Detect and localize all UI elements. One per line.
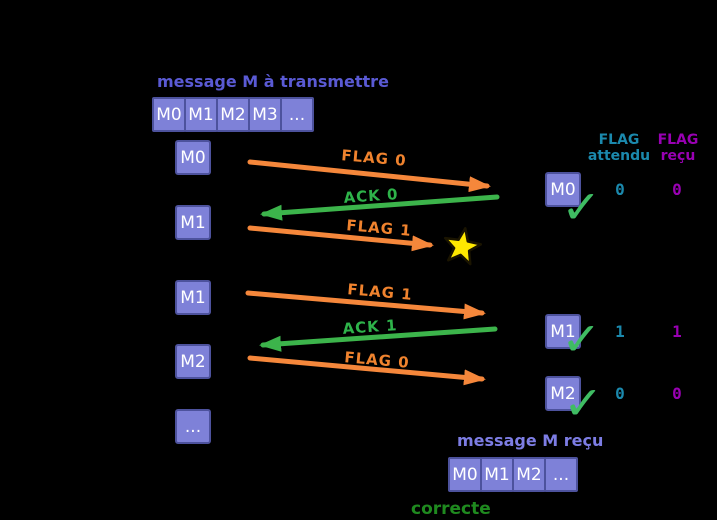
status-text: correcte (411, 499, 491, 519)
flag-recu-header-line1: FLAG (657, 132, 699, 148)
flag-recu-header-line2: reçu (660, 148, 696, 164)
buffer-cell: ... (280, 97, 314, 132)
buffer-cell: M1 (184, 97, 218, 132)
sender-message-box: M2 (175, 344, 211, 379)
receiver-message-box: M1 (545, 314, 581, 349)
flag-recu-header: FLAG reçu (650, 132, 706, 164)
sender-message-box: M0 (175, 140, 211, 175)
flag-recu-value: 1 (672, 322, 682, 341)
arrow-label: FLAG 1 (346, 280, 414, 304)
sender-message-box: M1 (175, 280, 211, 315)
buffer-cell: M0 (448, 457, 482, 492)
check-icon: ✓ (561, 180, 602, 234)
arrow-label: FLAG 1 (345, 216, 413, 240)
arrow-label: ACK 1 (341, 316, 399, 338)
receiver-message-box: M2 (545, 376, 581, 411)
received-title: message M reçu (457, 431, 604, 450)
buffer-cell: M2 (512, 457, 546, 492)
flag-attendu-header-line2: attendu (587, 148, 651, 164)
receiver-message-box: M0 (545, 172, 581, 207)
sender-message-box: M1 (175, 205, 211, 240)
received-buffer: M0 M1 M2 ... (448, 457, 578, 492)
arrow-label: FLAG 0 (343, 348, 411, 372)
arrow-label: ACK 0 (342, 185, 400, 207)
lost-message-star-icon (443, 227, 483, 266)
sender-message-box: ... (175, 409, 211, 444)
flag-recu-value: 0 (672, 384, 682, 403)
buffer-cell: M0 (152, 97, 186, 132)
buffer-cell: M3 (248, 97, 282, 132)
flag-attendu-value: 1 (615, 322, 625, 341)
flag-recu-value: 0 (672, 180, 682, 199)
buffer-cell: ... (544, 457, 578, 492)
buffer-cell: M2 (216, 97, 250, 132)
flag-attendu-value: 0 (615, 384, 625, 403)
transmit-buffer: M0 M1 M2 M3 ... (152, 97, 314, 132)
flag-attendu-value: 0 (615, 180, 625, 199)
check-icon: ✓ (561, 312, 602, 366)
flag-attendu-header-line1: FLAG (598, 132, 640, 148)
arrow-label: FLAG 0 (340, 146, 408, 170)
check-icon: ✓ (563, 376, 604, 430)
flag-attendu-header: FLAG attendu (586, 132, 652, 164)
transmit-title: message M à transmettre (157, 72, 389, 91)
buffer-cell: M1 (480, 457, 514, 492)
